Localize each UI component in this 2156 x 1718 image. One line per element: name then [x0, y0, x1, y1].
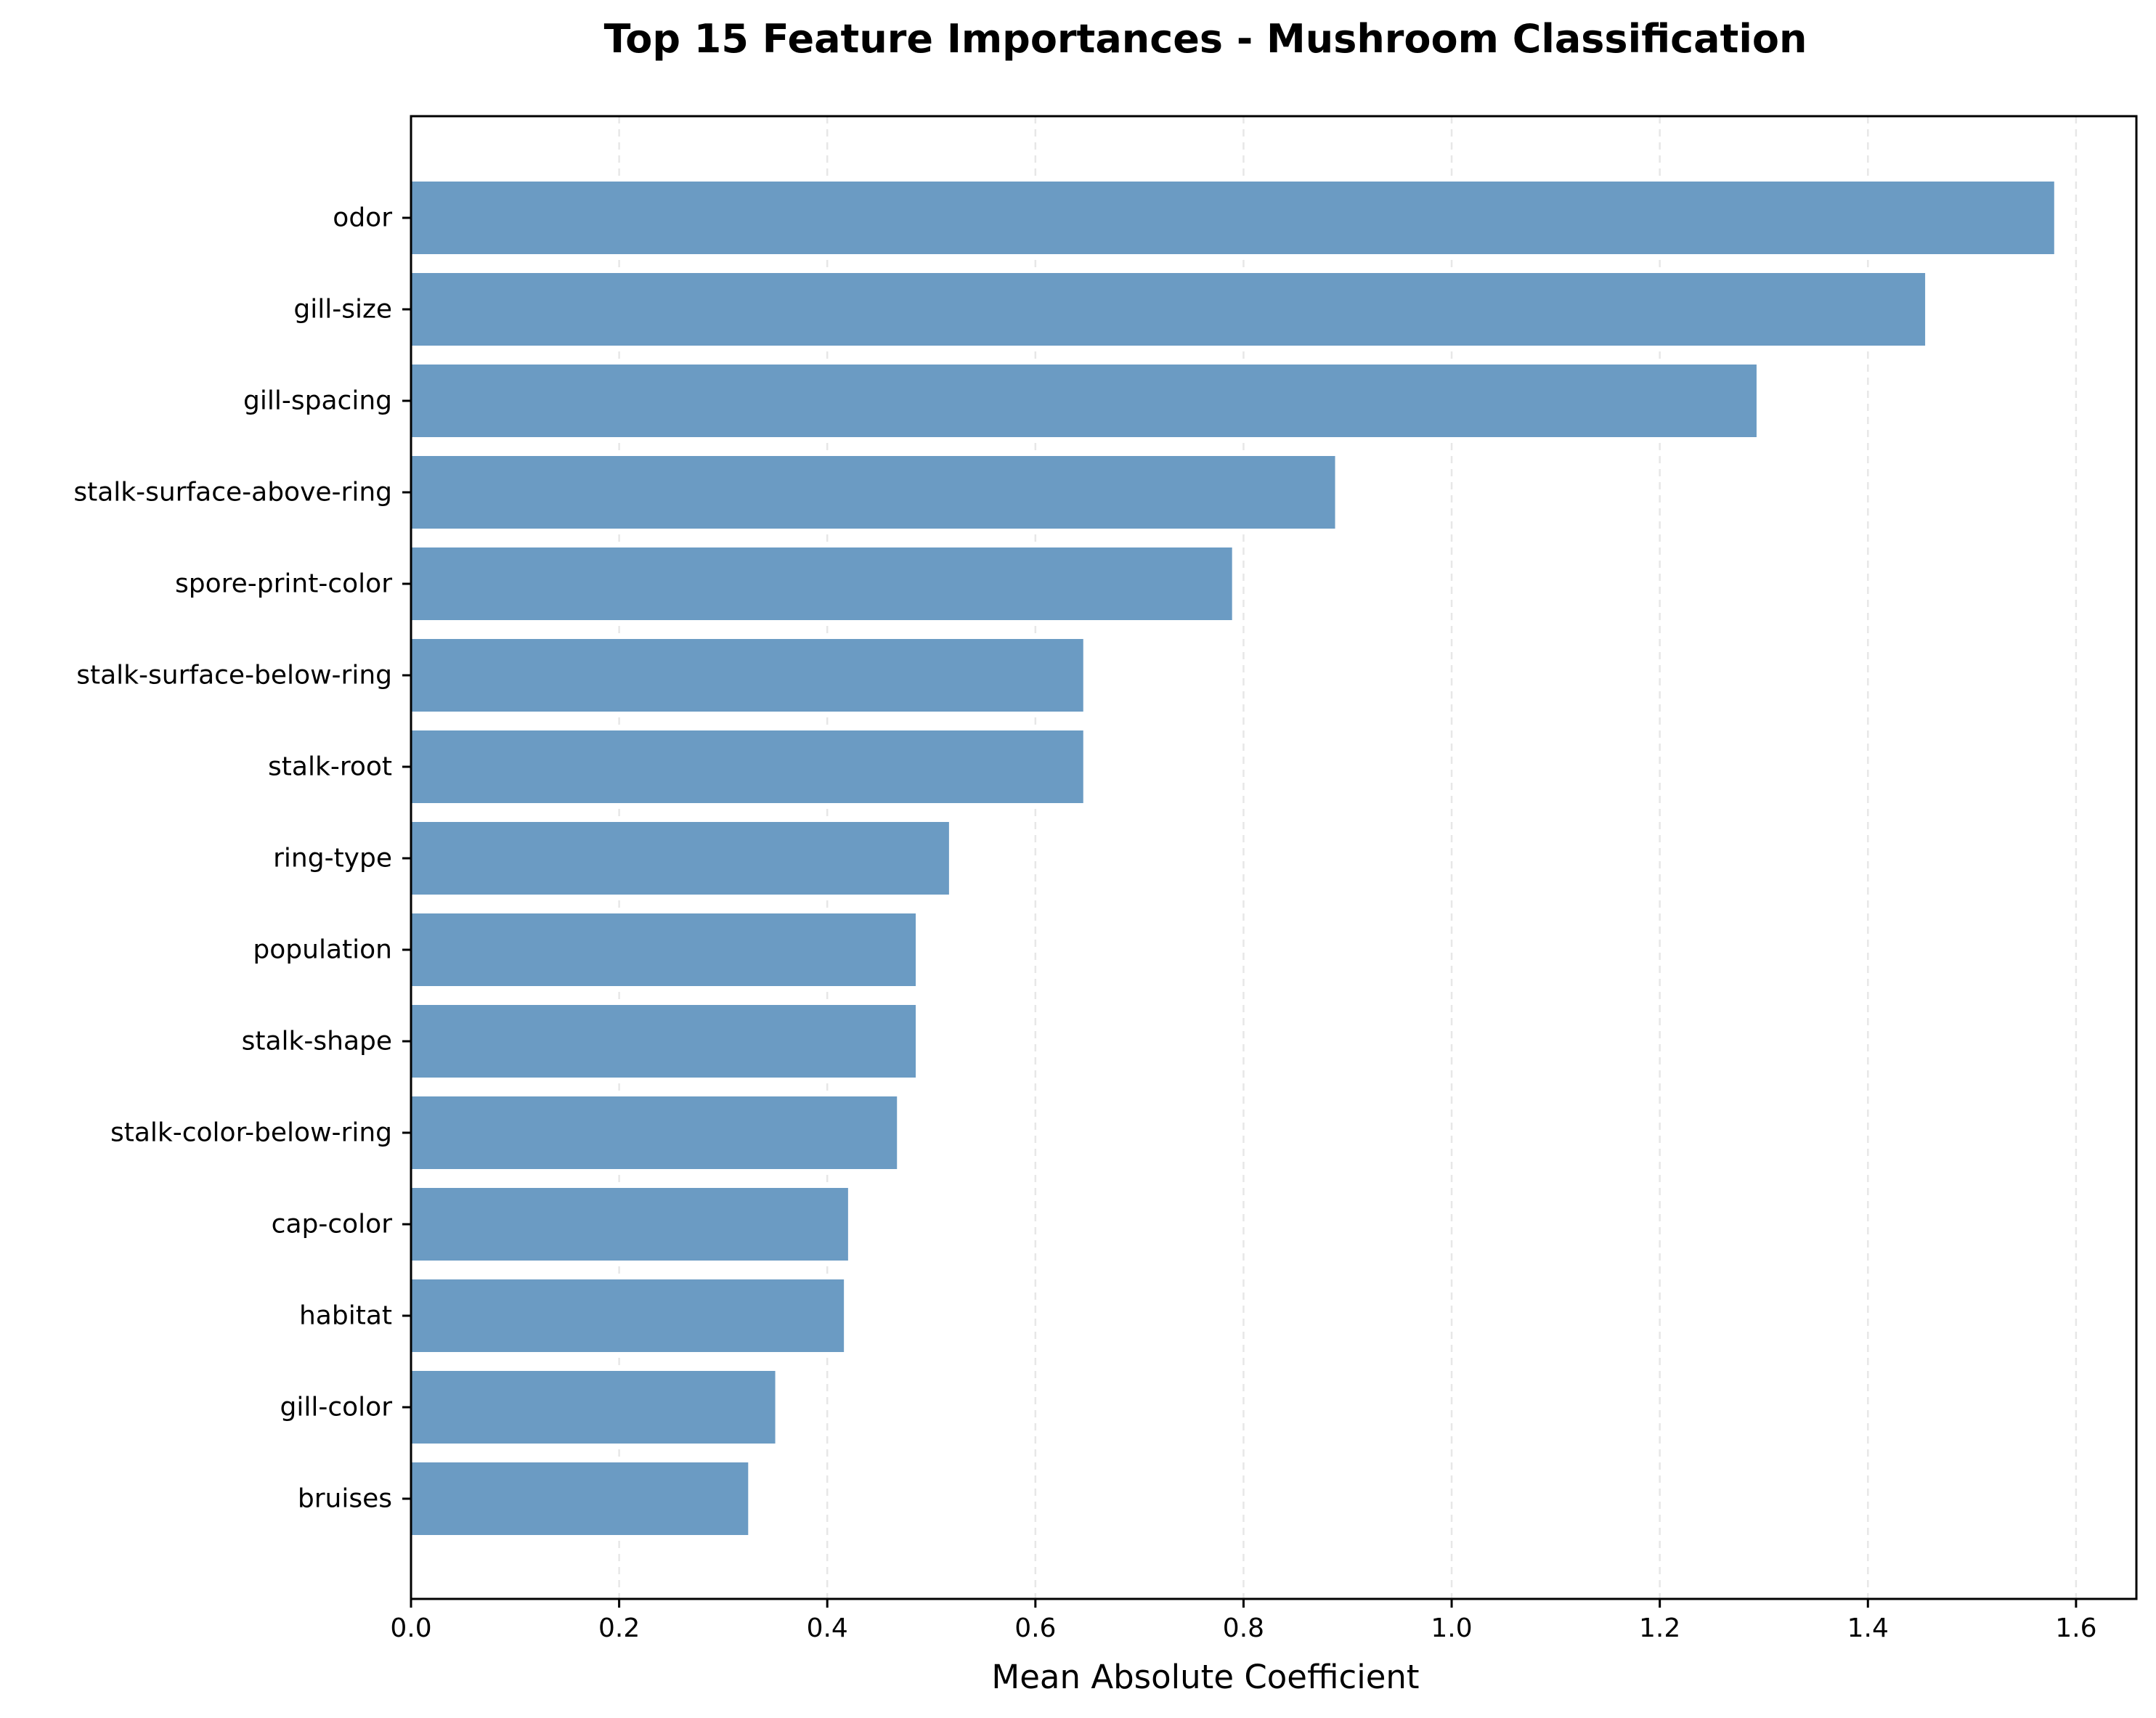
- x-tick-label: 0.2: [598, 1613, 640, 1643]
- bar-gill-color: [411, 1371, 776, 1444]
- y-tick-label: ring-type: [273, 844, 392, 874]
- x-axis-ticks: 0.0 0.2 0.4 0.6 0.8 1.0 1.2 1.4 1.6: [390, 1599, 2097, 1643]
- bar-stalk-color-below-ring: [411, 1096, 898, 1169]
- bar-stalk-surface-above-ring: [411, 456, 1335, 529]
- bar-gill-spacing: [411, 365, 1757, 437]
- y-tick-label: gill-size: [293, 295, 392, 325]
- x-axis-label: Mean Absolute Coefficient: [991, 1658, 1419, 1696]
- bar-ring-type: [411, 822, 949, 895]
- x-tick-label: 0.0: [390, 1613, 431, 1643]
- x-tick-label: 0.6: [1014, 1613, 1056, 1643]
- bar-stalk-shape: [411, 1005, 916, 1078]
- bar-cap-color: [411, 1188, 848, 1261]
- chart-title: Top 15 Feature Importances - Mushroom Cl…: [604, 16, 1807, 62]
- y-tick-label: stalk-root: [268, 752, 392, 782]
- y-tick-label: spore-print-color: [175, 569, 392, 599]
- y-tick-label: odor: [333, 203, 392, 233]
- bars: [411, 182, 2054, 1535]
- y-axis-ticks: odor gill-size gill-spacing stalk-surface-a…: [73, 203, 411, 1514]
- bar-spore-print-color: [411, 547, 1232, 620]
- x-tick-label: 0.4: [807, 1613, 848, 1643]
- bar-habitat: [411, 1279, 845, 1352]
- bar-stalk-root: [411, 730, 1083, 803]
- y-tick-label: gill-spacing: [243, 386, 392, 416]
- y-tick-label: stalk-surface-above-ring: [73, 478, 392, 508]
- y-tick-label: habitat: [299, 1301, 392, 1331]
- x-tick-label: 0.8: [1223, 1613, 1264, 1643]
- x-tick-label: 1.0: [1431, 1613, 1472, 1643]
- bar-stalk-surface-below-ring: [411, 639, 1083, 712]
- y-tick-label: gill-color: [280, 1393, 393, 1422]
- y-tick-label: cap-color: [272, 1210, 393, 1239]
- x-tick-label: 1.6: [2055, 1613, 2096, 1643]
- y-tick-label: population: [253, 935, 392, 965]
- y-tick-label: stalk-shape: [242, 1027, 392, 1057]
- y-tick-label: bruises: [298, 1484, 392, 1514]
- x-tick-label: 1.2: [1639, 1613, 1680, 1643]
- bar-odor: [411, 182, 2054, 254]
- bar-gill-size: [411, 273, 1926, 346]
- bar-population: [411, 913, 916, 986]
- y-tick-label: stalk-surface-below-ring: [76, 661, 392, 691]
- x-tick-label: 1.4: [1847, 1613, 1889, 1643]
- bar-bruises: [411, 1462, 749, 1535]
- y-tick-label: stalk-color-below-ring: [110, 1118, 392, 1148]
